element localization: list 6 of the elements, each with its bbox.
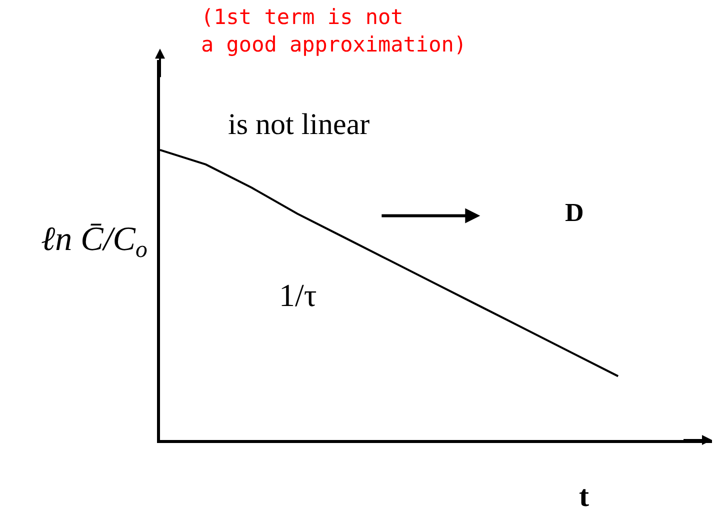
y-axis-title: ℓn C̄/C$_{o}$ [41, 221, 148, 264]
text: is not linear [228, 108, 370, 141]
text: (1st term is not a good approximation) [201, 5, 467, 56]
annotation: D [565, 198, 584, 227]
annotation: 1/τ [279, 277, 317, 313]
x-axis-title: t [579, 480, 589, 512]
